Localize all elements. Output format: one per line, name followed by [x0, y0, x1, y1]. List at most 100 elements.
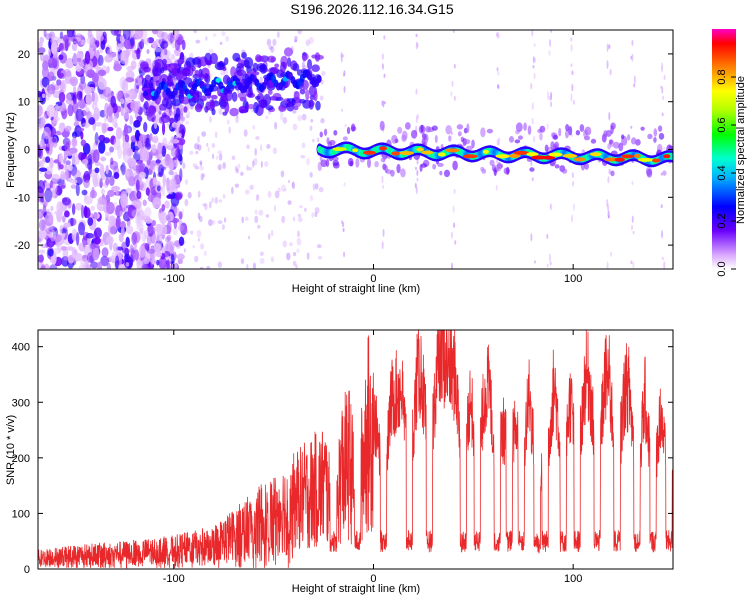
- spectrogram-cell: [241, 216, 245, 224]
- spectrogram-cell: [171, 77, 177, 82]
- spectrogram-cell: [224, 57, 229, 65]
- spectrogram-cell: [211, 108, 216, 116]
- spectrogram-cell: [266, 38, 272, 47]
- spectrogram-cell: [177, 36, 183, 46]
- spectrogram-cell: [301, 142, 306, 149]
- spectrogram-cell: [178, 236, 185, 246]
- spectrogram-cell: [166, 240, 171, 251]
- spectrogram-cell: [65, 149, 70, 157]
- spectrogram-cell: [100, 255, 109, 267]
- spectrogram-cell: [663, 74, 666, 81]
- spectrogram-cell: [454, 240, 457, 245]
- spectrogram-cell: [647, 133, 653, 140]
- spectrogram-cell: [382, 228, 385, 237]
- spectrogram-cell: [531, 102, 534, 110]
- spectrogram-cell: [38, 249, 46, 254]
- spectrogram-cell: [61, 255, 70, 267]
- spectrogram-cell: [154, 58, 164, 68]
- spectrogram-cell: [90, 205, 95, 211]
- spectrogram-cell: [109, 146, 115, 153]
- spectrogram-cell: [87, 86, 96, 93]
- spectrogram-cell: [240, 171, 243, 177]
- spectrogram-cell: [245, 216, 249, 221]
- spectrogram-cell: [320, 118, 325, 124]
- spectrogram-cell: [134, 129, 141, 142]
- spectrogram-cell: [246, 164, 249, 171]
- spectrogram-cell: [156, 30, 165, 38]
- spectrogram-cell: [320, 159, 328, 168]
- spectrogram-cell: [157, 142, 163, 155]
- spectrogram-cell: [230, 66, 237, 78]
- spectrogram-cell: [132, 199, 138, 206]
- spectrogram-cell: [363, 150, 376, 155]
- spectrogram-cell: [41, 65, 49, 79]
- spectrogram-cell: [168, 170, 174, 176]
- spectrogram-cell: [258, 99, 268, 109]
- spectrogram-cell: [381, 241, 384, 250]
- spectrogram-cell: [381, 53, 384, 60]
- spectrogram-cell: [156, 185, 161, 192]
- spectrogram-cell: [340, 51, 343, 58]
- spectrogram-cell: [44, 188, 53, 203]
- spectrogram-cell: [480, 127, 486, 138]
- spectrogram-cell: [48, 48, 52, 57]
- spectrogram-cell: [301, 61, 305, 69]
- spectrogram-cell: [166, 220, 172, 235]
- spectrogram-cell: [410, 129, 418, 139]
- spectrogram-cell: [200, 243, 205, 250]
- spectrogram-cell: [445, 124, 452, 135]
- spectrogram-cell: [482, 149, 489, 154]
- spectrogram-cell: [151, 258, 157, 265]
- spectrogram-cell: [94, 227, 102, 239]
- spectrogram-cell: [177, 138, 186, 146]
- spectrogram-cell: [50, 35, 60, 46]
- spectrogram-cell: [59, 31, 64, 40]
- spectrogram-cell: [633, 153, 641, 158]
- spectrogram-cell: [162, 112, 167, 118]
- spectrogram-cell: [197, 58, 202, 69]
- spectrogram-cell: [215, 155, 219, 160]
- spectrogram-cell: [45, 147, 50, 152]
- snr-ylabel: SNR (10 * v/v): [5, 415, 17, 485]
- spectrogram-cell: [246, 89, 253, 98]
- spectrogram-cell: [85, 173, 91, 181]
- spectrogram-cell: [185, 114, 190, 119]
- spectrogram-cell: [531, 30, 534, 37]
- spectrogram-cell: [58, 152, 63, 163]
- spectrogram-cell: [199, 266, 204, 269]
- spectrogram-cell: [270, 256, 275, 263]
- spectrogram-cell: [266, 143, 271, 149]
- spectrogram-cell: [123, 123, 128, 137]
- spectrogram-cell: [155, 102, 160, 113]
- spectrogram-cell: [272, 147, 278, 155]
- spectrogram-cell: [65, 60, 74, 69]
- spectrogram-cell: [497, 71, 500, 76]
- spectrogram-cell: [309, 194, 314, 202]
- spectrogram-cell: [631, 181, 634, 186]
- spectrogram-cell: [633, 75, 636, 84]
- spectrogram-cell: [306, 157, 310, 166]
- spectrogram-cell: [209, 116, 212, 123]
- y-tick-label: 20: [18, 49, 30, 61]
- spectrogram-cell: [286, 98, 296, 103]
- spectrogram-cell: [125, 77, 135, 83]
- spectrogram-cell: [380, 157, 386, 163]
- spectrogram-cell: [205, 59, 213, 66]
- spectrogram-cell: [382, 100, 385, 108]
- spectrogram-cell: [590, 138, 597, 144]
- spectrogram-cell: [346, 126, 351, 135]
- spectrogram-cell: [81, 158, 89, 165]
- spectrogram-ylabel: Frequency (Hz): [5, 112, 17, 188]
- spectrogram-cell: [116, 44, 121, 52]
- spectrogram-cell: [141, 77, 148, 89]
- spectrogram-cell: [255, 95, 261, 100]
- spectrogram-cell: [135, 179, 140, 193]
- spectrogram-cell: [180, 116, 186, 122]
- spectrogram-cell: [635, 139, 641, 146]
- spectrogram-cell: [532, 65, 535, 69]
- spectrogram-cell: [663, 154, 671, 159]
- spectrogram-cell: [297, 217, 303, 223]
- spectrogram-cell: [168, 179, 176, 191]
- spectrogram-cell: [179, 154, 183, 166]
- spectrogram-cell: [663, 261, 666, 269]
